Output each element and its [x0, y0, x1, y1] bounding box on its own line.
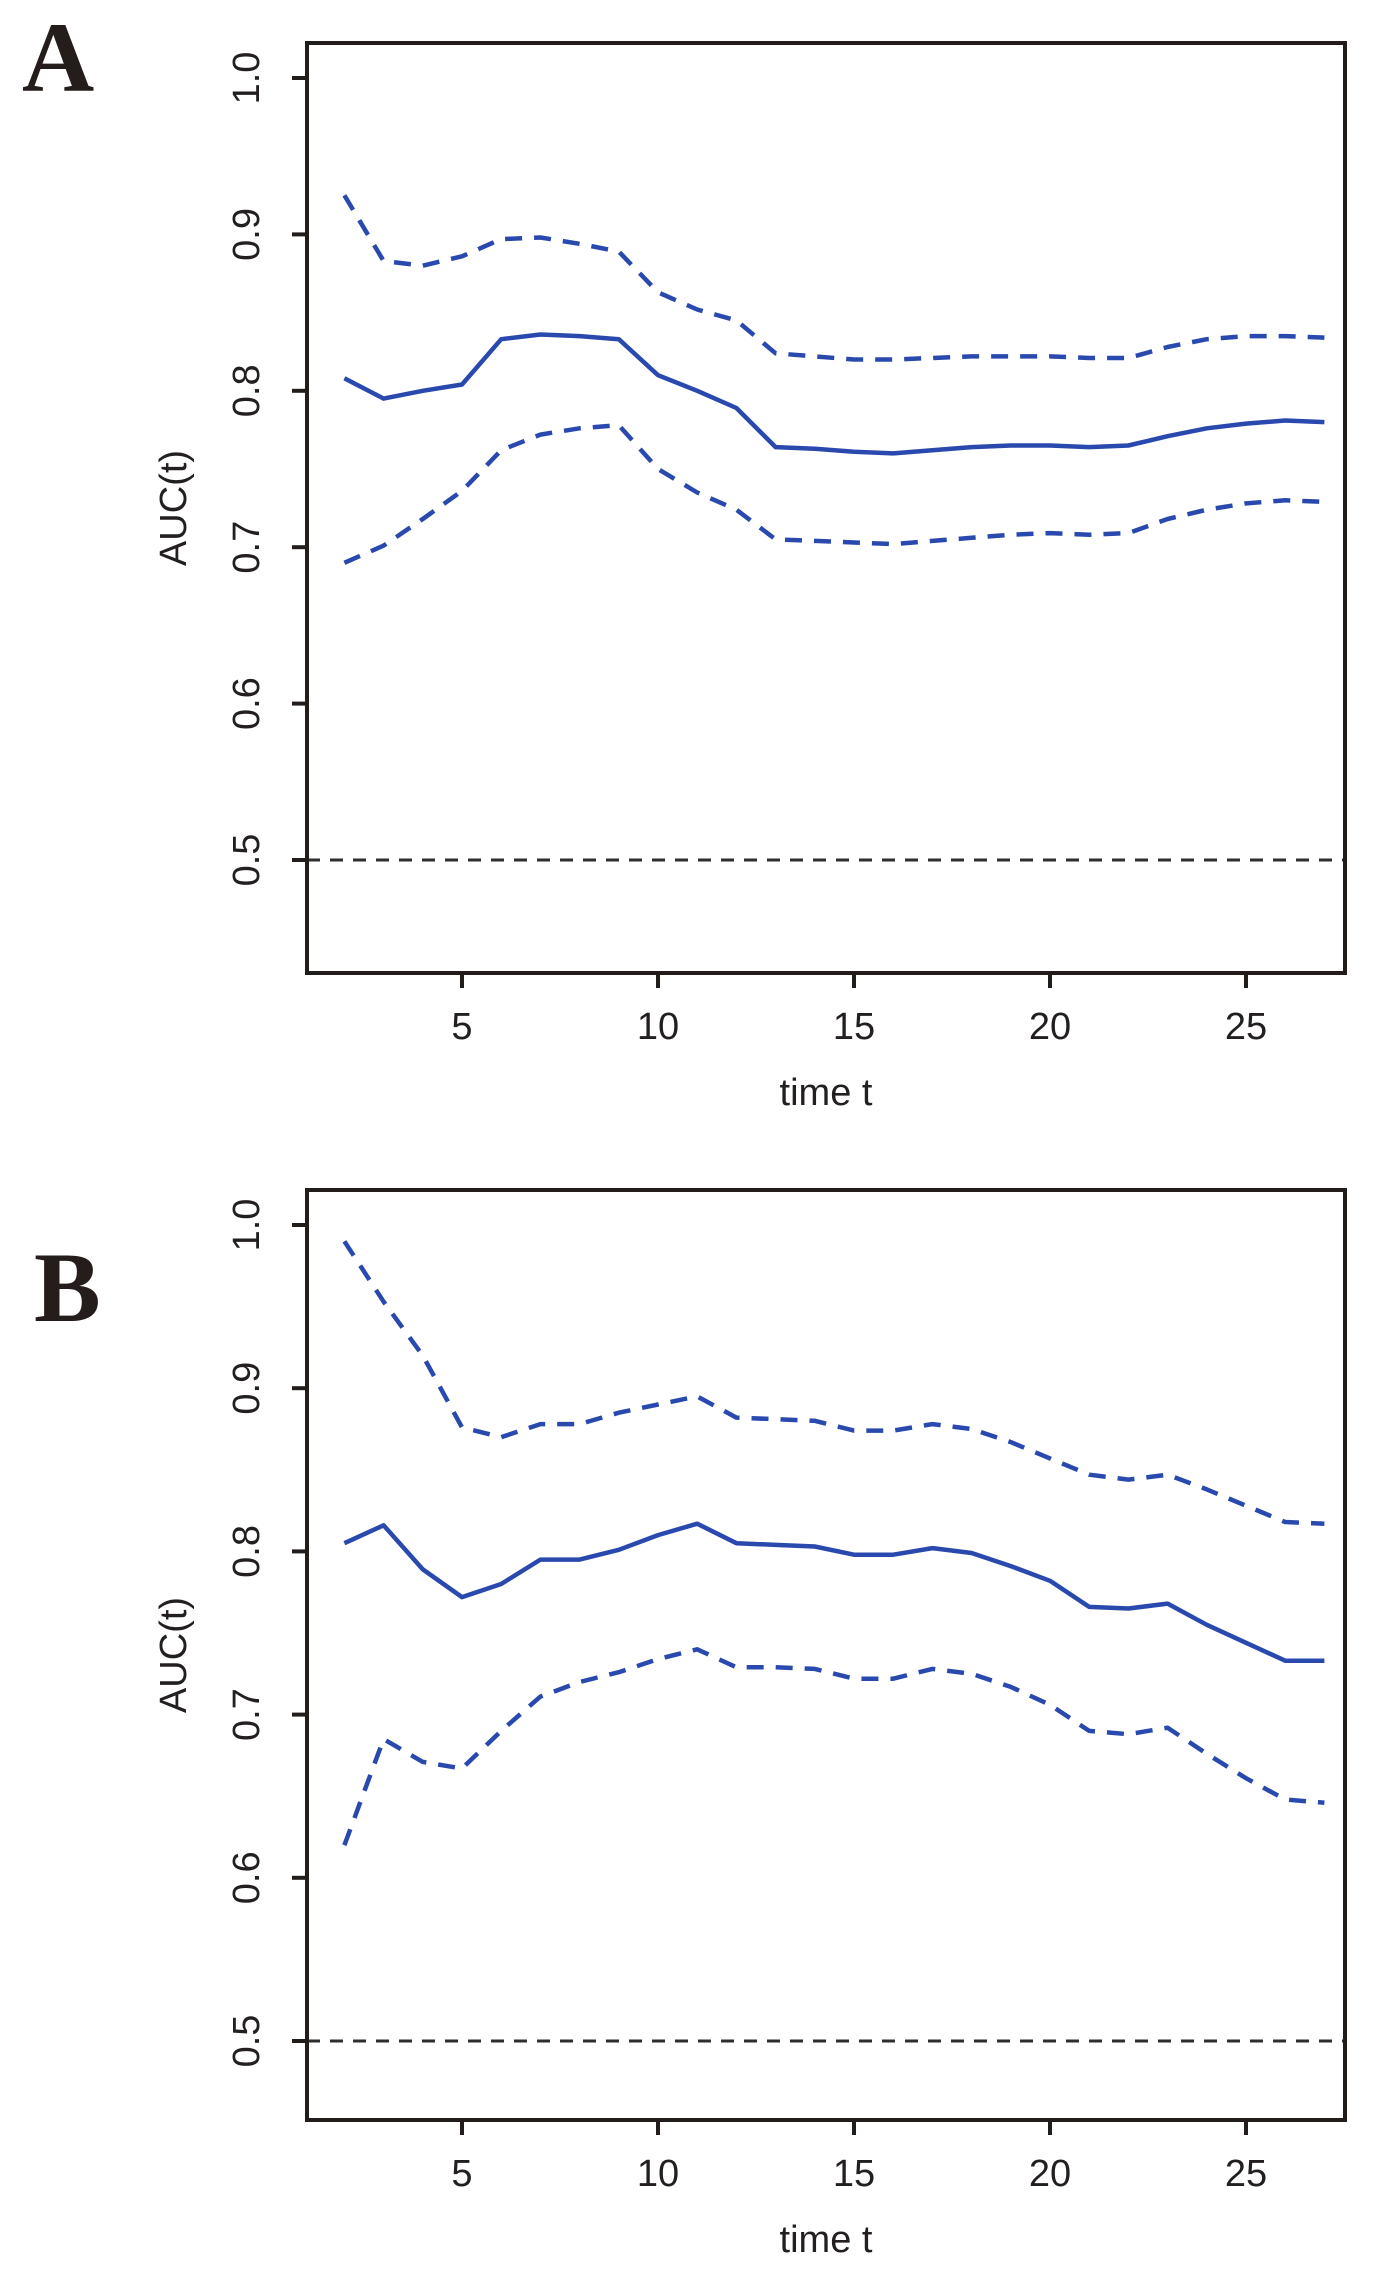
y-tick-label: 0.8	[226, 364, 268, 417]
panel-a-label: A	[22, 2, 95, 113]
x-tick-label: 25	[1225, 2153, 1267, 2195]
plot-frame	[305, 41, 1347, 975]
y-tick-label: 0.6	[226, 1851, 268, 1904]
x-axis-title: time t	[780, 1072, 873, 1114]
x-tick-label: 10	[637, 1006, 679, 1048]
x-tick-label: 5	[451, 2153, 472, 2195]
upper-ci-line	[342, 1240, 1325, 1526]
x-tick-label: 10	[637, 2153, 679, 2195]
y-axis-title: AUC(t)	[153, 450, 195, 566]
y-tick-label: 0.9	[226, 208, 268, 261]
panel-b-label: B	[34, 1232, 101, 1343]
x-tick-label: 15	[833, 2153, 875, 2195]
panel-a-plot: 1.0 0.9 0.8 0.7 0.6 0.5 5 10 15 20 25 time t AUC(t)	[153, 41, 1347, 1114]
plot-frame	[305, 1188, 1347, 2122]
lower-ci-line	[342, 1647, 1325, 1846]
auc-estimate-line	[343, 332, 1325, 456]
y-tick-label: 0.5	[226, 2015, 268, 2068]
y-tick-label: 0.7	[226, 521, 268, 574]
panel-b-plot: 1.0 0.9 0.8 0.7 0.6 0.5 5 10 15 20 25 time t AUC(t)	[153, 1188, 1347, 2261]
y-tick-label: 0.7	[226, 1688, 268, 1741]
y-tick-label: 1.0	[226, 52, 268, 105]
y-axis-title: AUC(t)	[153, 1597, 195, 1713]
x-axis-title: time t	[780, 2219, 873, 2261]
x-tick-label: 20	[1029, 2153, 1071, 2195]
lower-ci-line	[343, 422, 1325, 565]
y-tick-label: 0.5	[226, 834, 268, 887]
upper-ci-line	[342, 194, 1325, 362]
auc-estimate-line	[343, 1521, 1325, 1663]
x-tick-label: 15	[833, 1006, 875, 1048]
y-tick-label: 0.8	[226, 1525, 268, 1578]
x-tick-label: 5	[451, 1006, 472, 1048]
y-tick-label: 1.0	[226, 1199, 268, 1252]
y-tick-label: 0.9	[226, 1362, 268, 1415]
x-tick-label: 25	[1225, 1006, 1267, 1048]
x-tick-label: 20	[1029, 1006, 1071, 1048]
y-tick-label: 0.6	[226, 677, 268, 730]
